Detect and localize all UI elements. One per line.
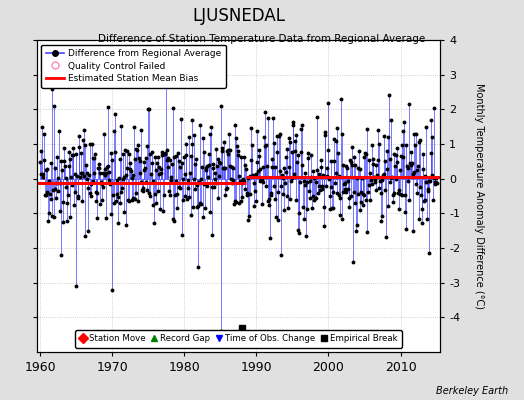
Text: Berkeley Earth: Berkeley Earth (436, 386, 508, 396)
Legend: Station Move, Record Gap, Time of Obs. Change, Empirical Break: Station Move, Record Gap, Time of Obs. C… (75, 330, 402, 348)
Text: Difference of Station Temperature Data from Regional Average: Difference of Station Temperature Data f… (99, 34, 425, 44)
Title: LJUSNEDAL: LJUSNEDAL (192, 6, 285, 24)
Y-axis label: Monthly Temperature Anomaly Difference (°C): Monthly Temperature Anomaly Difference (… (474, 83, 484, 309)
